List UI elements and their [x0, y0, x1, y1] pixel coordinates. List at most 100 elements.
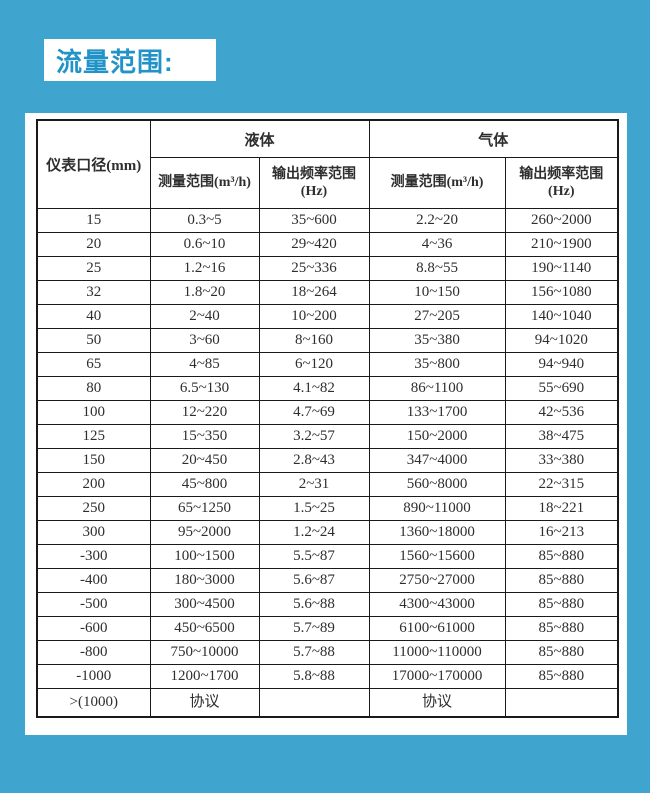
table-cell: [504, 688, 619, 718]
table-row: -500 300~4500 5.6~88 4300~43000 85~880: [36, 592, 619, 617]
table-cell: 156~1080: [504, 280, 619, 305]
table-row: -800 750~10000 5.7~88 11000~110000 85~880: [36, 640, 619, 665]
table-row: 300 95~2000 1.2~24 1360~18000 16~213: [36, 520, 619, 545]
table-row: 200 45~800 2~31 560~8000 22~315: [36, 472, 619, 497]
table-cell: 100: [36, 400, 151, 425]
table-cell: 100~1500: [149, 544, 260, 569]
table-cell: 65: [36, 352, 151, 377]
table-cell: 80: [36, 376, 151, 401]
table-cell: -300: [36, 544, 151, 569]
table-cell: 38~475: [504, 424, 619, 449]
group-header-gas: 气体: [368, 119, 619, 158]
column-header-gas-measure-range: 测量范围(m³/h): [368, 157, 506, 209]
table-cell: 4~85: [149, 352, 260, 377]
table-cell: 450~6500: [149, 616, 260, 641]
table-cell: 250: [36, 496, 151, 521]
table-cell: 1360~18000: [368, 520, 506, 545]
table-cell: -1000: [36, 664, 151, 689]
table-cell: 5.7~89: [258, 616, 370, 641]
table-cell: 2.8~43: [258, 448, 370, 473]
table-cell: 210~1900: [504, 232, 619, 257]
table-row: 100 12~220 4.7~69 133~1700 42~536: [36, 400, 619, 425]
table-cell: 25: [36, 256, 151, 281]
table-cell: -500: [36, 592, 151, 617]
table-cell: 2~40: [149, 304, 260, 329]
table-cell: 0.3~5: [149, 208, 260, 233]
table-cell: 5.6~87: [258, 568, 370, 593]
table-cell: 45~800: [149, 472, 260, 497]
table-cell: 5.7~88: [258, 640, 370, 665]
table-cell: 85~880: [504, 616, 619, 641]
table-cell: 85~880: [504, 568, 619, 593]
table-row: 250 65~1250 1.5~25 890~11000 18~221: [36, 496, 619, 521]
table-cell: 5.6~88: [258, 592, 370, 617]
table-card: 仪表口径(mm) 液体 气体 测量范围(m³/h) 输出频率范围 (Hz) 测量…: [25, 113, 627, 735]
table-cell: 42~536: [504, 400, 619, 425]
table-cell: 150~2000: [368, 424, 506, 449]
table-body: 15 0.3~5 35~600 2.2~20 260~2000 20 0.6~10 29~42…: [36, 208, 619, 718]
table-cell: 3~60: [149, 328, 260, 353]
table-cell: 190~1140: [504, 256, 619, 281]
table-row: >(1000) 协议 协议: [36, 688, 619, 718]
table-cell: 150: [36, 448, 151, 473]
column-header-liquid-measure-range: 测量范围(m³/h): [149, 157, 260, 209]
table-cell: 4300~43000: [368, 592, 506, 617]
table-header: 仪表口径(mm) 液体 气体 测量范围(m³/h) 输出频率范围 (Hz) 测量…: [36, 119, 619, 209]
section-title: 流量范围:: [56, 46, 174, 77]
table-cell: 95~2000: [149, 520, 260, 545]
table-cell: 300: [36, 520, 151, 545]
table-cell: [258, 688, 370, 718]
table-cell: 85~880: [504, 640, 619, 665]
table-cell: 11000~110000: [368, 640, 506, 665]
table-row: -1000 1200~1700 5.8~88 17000~170000 85~880: [36, 664, 619, 689]
table-cell: -400: [36, 568, 151, 593]
table-cell: -600: [36, 616, 151, 641]
table-row: 25 1.2~16 25~336 8.8~55 190~1140: [36, 256, 619, 281]
table-cell: 300~4500: [149, 592, 260, 617]
table-row: -600 450~6500 5.7~89 6100~61000 85~880: [36, 616, 619, 641]
table-row: -300 100~1500 5.5~87 1560~15600 85~880: [36, 544, 619, 569]
table-row: 80 6.5~130 4.1~82 86~1100 55~690: [36, 376, 619, 401]
table-cell: 6.5~130: [149, 376, 260, 401]
table-cell: 10~200: [258, 304, 370, 329]
table-cell: 32: [36, 280, 151, 305]
table-cell: 180~3000: [149, 568, 260, 593]
table-cell: 8~160: [258, 328, 370, 353]
table-cell: 22~315: [504, 472, 619, 497]
table-row: 125 15~350 3.2~57 150~2000 38~475: [36, 424, 619, 449]
table-cell: 1.8~20: [149, 280, 260, 305]
table-cell: 4.1~82: [258, 376, 370, 401]
table-cell: 890~11000: [368, 496, 506, 521]
table-cell: 94~1020: [504, 328, 619, 353]
table-row: 15 0.3~5 35~600 2.2~20 260~2000: [36, 208, 619, 233]
table-cell: 20~450: [149, 448, 260, 473]
table-cell: 16~213: [504, 520, 619, 545]
table-cell: 125: [36, 424, 151, 449]
table-cell: 2750~27000: [368, 568, 506, 593]
table-cell: 85~880: [504, 664, 619, 689]
table-cell: 1.2~24: [258, 520, 370, 545]
table-cell: 3.2~57: [258, 424, 370, 449]
table-cell: 10~150: [368, 280, 506, 305]
table-cell: 17000~170000: [368, 664, 506, 689]
table-cell: 1.2~16: [149, 256, 260, 281]
table-cell: 2.2~20: [368, 208, 506, 233]
table-cell: 5.5~87: [258, 544, 370, 569]
table-row: 65 4~85 6~120 35~800 94~940: [36, 352, 619, 377]
table-cell: 85~880: [504, 592, 619, 617]
table-cell: 4~36: [368, 232, 506, 257]
table-cell: 4.7~69: [258, 400, 370, 425]
table-cell: 260~2000: [504, 208, 619, 233]
table-cell: 86~1100: [368, 376, 506, 401]
section-title-box: 流量范围:: [44, 39, 216, 81]
table-cell: 33~380: [504, 448, 619, 473]
table-cell: 560~8000: [368, 472, 506, 497]
table-row: 20 0.6~10 29~420 4~36 210~1900: [36, 232, 619, 257]
sub-header-row: 测量范围(m³/h) 输出频率范围 (Hz) 测量范围(m³/h) 输出频率范围…: [37, 157, 619, 209]
table-cell: 29~420: [258, 232, 370, 257]
table-cell: 55~690: [504, 376, 619, 401]
flow-range-table: 仪表口径(mm) 液体 气体 测量范围(m³/h) 输出频率范围 (Hz) 测量…: [36, 119, 620, 718]
table-cell: 6~120: [258, 352, 370, 377]
table-cell: 15: [36, 208, 151, 233]
table-cell: 35~380: [368, 328, 506, 353]
